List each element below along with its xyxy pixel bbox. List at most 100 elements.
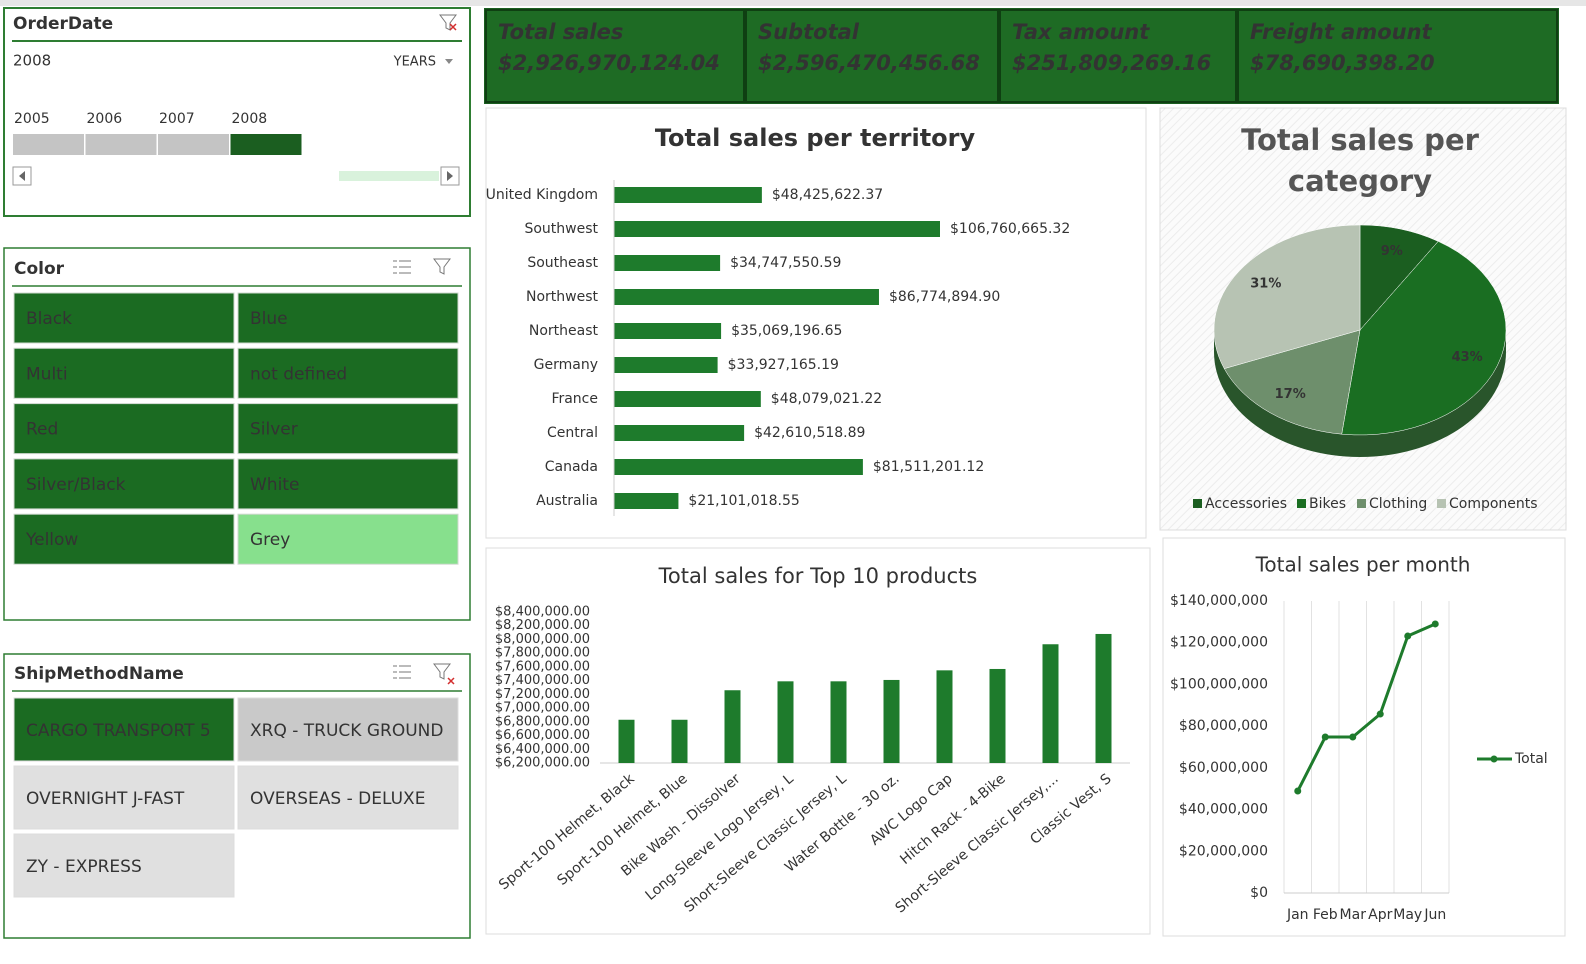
x-tick-label: Jun (1423, 907, 1446, 923)
chart-title: Total sales per month (1255, 553, 1471, 577)
slicer-title: OrderDate (13, 14, 113, 34)
slicer-button-label: White (250, 475, 299, 495)
chart-title: Total sales for Top 10 products (658, 564, 978, 588)
data-label: 17% (1275, 387, 1306, 402)
slicer-button-label: Grey (250, 530, 290, 550)
y-tick-label: Southeast (527, 255, 598, 271)
y-tick-label: $6,400,000.00 (495, 742, 590, 757)
slicer-button-label: Silver/Black (26, 475, 126, 495)
bar (614, 357, 718, 373)
bar (936, 670, 953, 763)
level-selector[interactable]: YEARS (393, 55, 436, 70)
legend-label: Components (1449, 496, 1538, 512)
kpi-card (485, 9, 745, 103)
slicer-button[interactable] (13, 833, 235, 898)
y-tick-label: Central (547, 425, 598, 441)
slicer-button[interactable] (237, 458, 459, 510)
legend-swatch (1193, 499, 1202, 508)
y-tick-label: $100,000,000 (1170, 676, 1268, 692)
slicer-title: Color (14, 259, 65, 279)
legend-label: Accessories (1205, 496, 1287, 512)
x-tick-label: May (1393, 907, 1422, 923)
slicer-button[interactable] (237, 403, 459, 455)
legend-swatch (1297, 499, 1306, 508)
slicer-button[interactable] (237, 347, 459, 399)
slicer-button[interactable] (237, 513, 459, 565)
slicer-button[interactable] (13, 513, 235, 565)
slicer-button-label: Yellow (25, 530, 78, 550)
data-label: $81,511,201.12 (873, 459, 984, 475)
slicer-button-label: ZY - EXPRESS (26, 857, 142, 877)
scroll-thumb[interactable] (339, 171, 439, 181)
y-tick-label: $6,600,000.00 (495, 728, 590, 743)
slicer-button[interactable] (13, 292, 235, 344)
bar (614, 459, 863, 475)
y-tick-label: United Kingdom (486, 187, 598, 203)
kpi-label: Subtotal (758, 20, 860, 44)
dropdown-arrow[interactable] (445, 59, 453, 64)
data-label: $34,747,550.59 (730, 255, 841, 271)
y-tick-label: France (551, 391, 598, 407)
pie-slice (1341, 241, 1507, 436)
x-tick-label: Mar (1340, 907, 1367, 923)
filter-active (447, 677, 455, 685)
x-tick-label: Feb (1313, 907, 1338, 923)
slicer-button-label: XRQ - TRUCK GROUND (250, 721, 443, 741)
slicer-button-label: not defined (250, 364, 347, 384)
sheet-header (0, 0, 1586, 6)
bar (671, 719, 688, 763)
kpi-card (745, 9, 999, 103)
x-tick-label: Jan (1286, 907, 1309, 923)
slicer-button[interactable] (237, 292, 459, 344)
year-tile[interactable] (158, 134, 229, 155)
point (1431, 620, 1439, 628)
slicer-button-label: Black (26, 309, 72, 329)
point (1349, 733, 1357, 741)
y-tick-label: $7,600,000.00 (495, 659, 590, 674)
order-date-panel (3, 7, 471, 217)
y-tick-label: $6,800,000.00 (495, 714, 590, 729)
bar (1095, 633, 1112, 763)
bar (614, 493, 679, 509)
y-tick-label: Northeast (529, 323, 599, 339)
year-label: 2008 (232, 111, 268, 127)
y-tick-label: $6,200,000.00 (495, 756, 590, 771)
slicer-button[interactable] (13, 403, 235, 455)
slicer-button[interactable] (13, 347, 235, 399)
y-tick-label: $7,800,000.00 (495, 646, 590, 661)
products-panel (485, 547, 1151, 935)
kpi-label: Total sales (498, 20, 623, 44)
legend-marker (1490, 755, 1498, 763)
point (1376, 710, 1384, 718)
slicer-button-label: Silver (250, 420, 298, 440)
slicer-button[interactable] (13, 697, 235, 762)
slicer-button[interactable] (237, 765, 459, 830)
y-tick-label: $40,000,000 (1179, 802, 1268, 818)
bar (614, 425, 745, 441)
month-panel (1162, 537, 1566, 937)
bar (614, 323, 722, 339)
legend-swatch (1357, 499, 1366, 508)
bar (724, 690, 741, 763)
year-tile[interactable] (13, 134, 84, 155)
y-tick-label: $8,400,000.00 (495, 605, 590, 620)
y-tick-label: $120,000,000 (1170, 635, 1268, 651)
slicer-button[interactable] (13, 458, 235, 510)
year-tile[interactable] (85, 134, 157, 155)
slicer-icons[interactable] (393, 258, 451, 680)
slicer-button[interactable] (237, 697, 459, 762)
slicer-button-label: Blue (250, 309, 288, 329)
bar (614, 391, 761, 407)
y-tick-label: $60,000,000 (1179, 760, 1268, 776)
slicer-button-label: OVERSEAS - DELUXE (250, 789, 425, 809)
line (1296, 622, 1436, 792)
data-label: 43% (1452, 350, 1483, 365)
year-tile[interactable] (230, 134, 302, 155)
slicer-button[interactable] (13, 765, 235, 830)
data-label: $21,101,018.55 (688, 493, 799, 509)
data-label: $35,069,196.65 (731, 323, 842, 339)
kpi-value: $2,926,970,124.04 (498, 51, 720, 75)
bar (618, 719, 635, 763)
